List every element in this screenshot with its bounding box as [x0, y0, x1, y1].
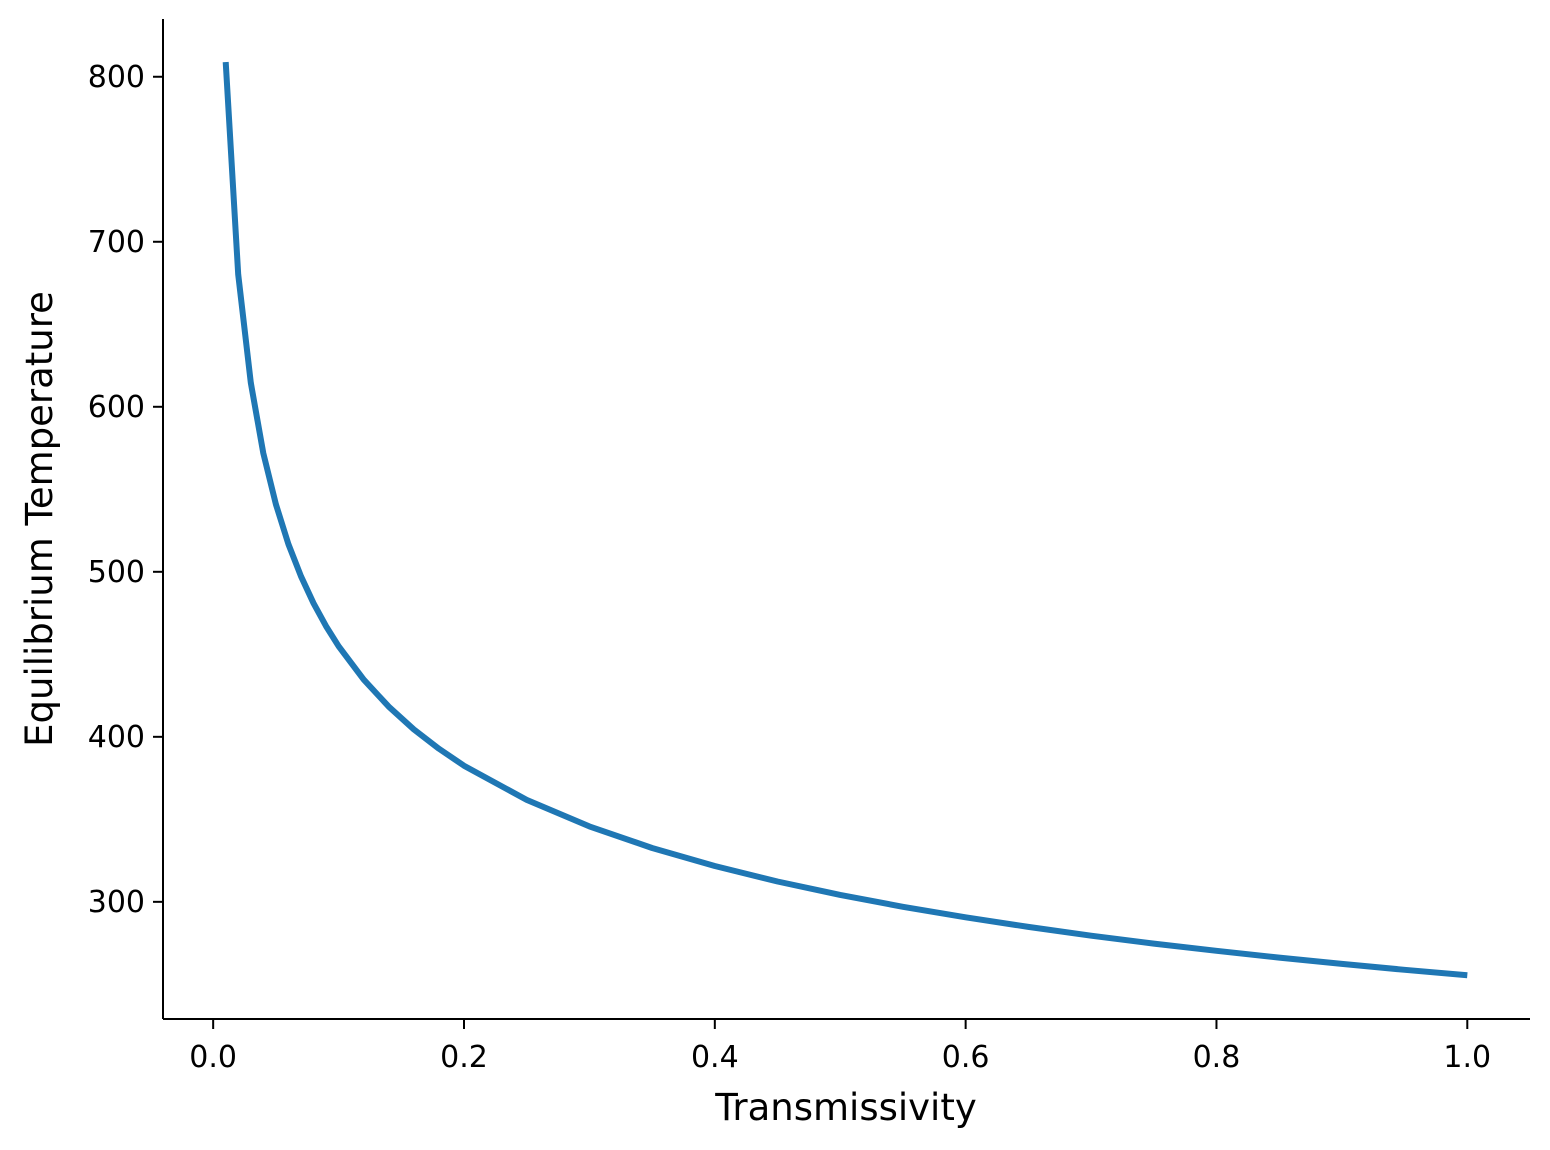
x-tick-label: 0.4 [691, 1040, 739, 1075]
plot-area: 0.0 0.2 0.4 0.6 0.8 1.0 300 400 500 600 700 800 [88, 19, 1530, 1075]
x-tick-label: 0.0 [189, 1040, 237, 1075]
y-tick-label: 600 [88, 390, 145, 425]
x-axis-label: Transmissivity [714, 1086, 977, 1129]
y-axis-label: Equilibrium Temperature [18, 291, 61, 747]
x-tick-label: 0.8 [1193, 1040, 1241, 1075]
y-tick-label: 800 [88, 60, 145, 95]
y-axis-ticks: 300 400 500 600 700 800 [88, 60, 163, 920]
x-tick-label: 1.0 [1443, 1040, 1491, 1075]
series-layer [222, 61, 1468, 979]
y-tick-label: 300 [88, 885, 145, 920]
y-tick-label: 700 [88, 225, 145, 260]
x-tick-label: 0.2 [440, 1040, 488, 1075]
y-tick-label: 500 [88, 555, 145, 590]
series-line-0 [222, 61, 1468, 979]
y-tick-label: 400 [88, 720, 145, 755]
x-tick-label: 0.6 [942, 1040, 990, 1075]
x-axis-ticks: 0.0 0.2 0.4 0.6 0.8 1.0 [189, 1019, 1491, 1075]
